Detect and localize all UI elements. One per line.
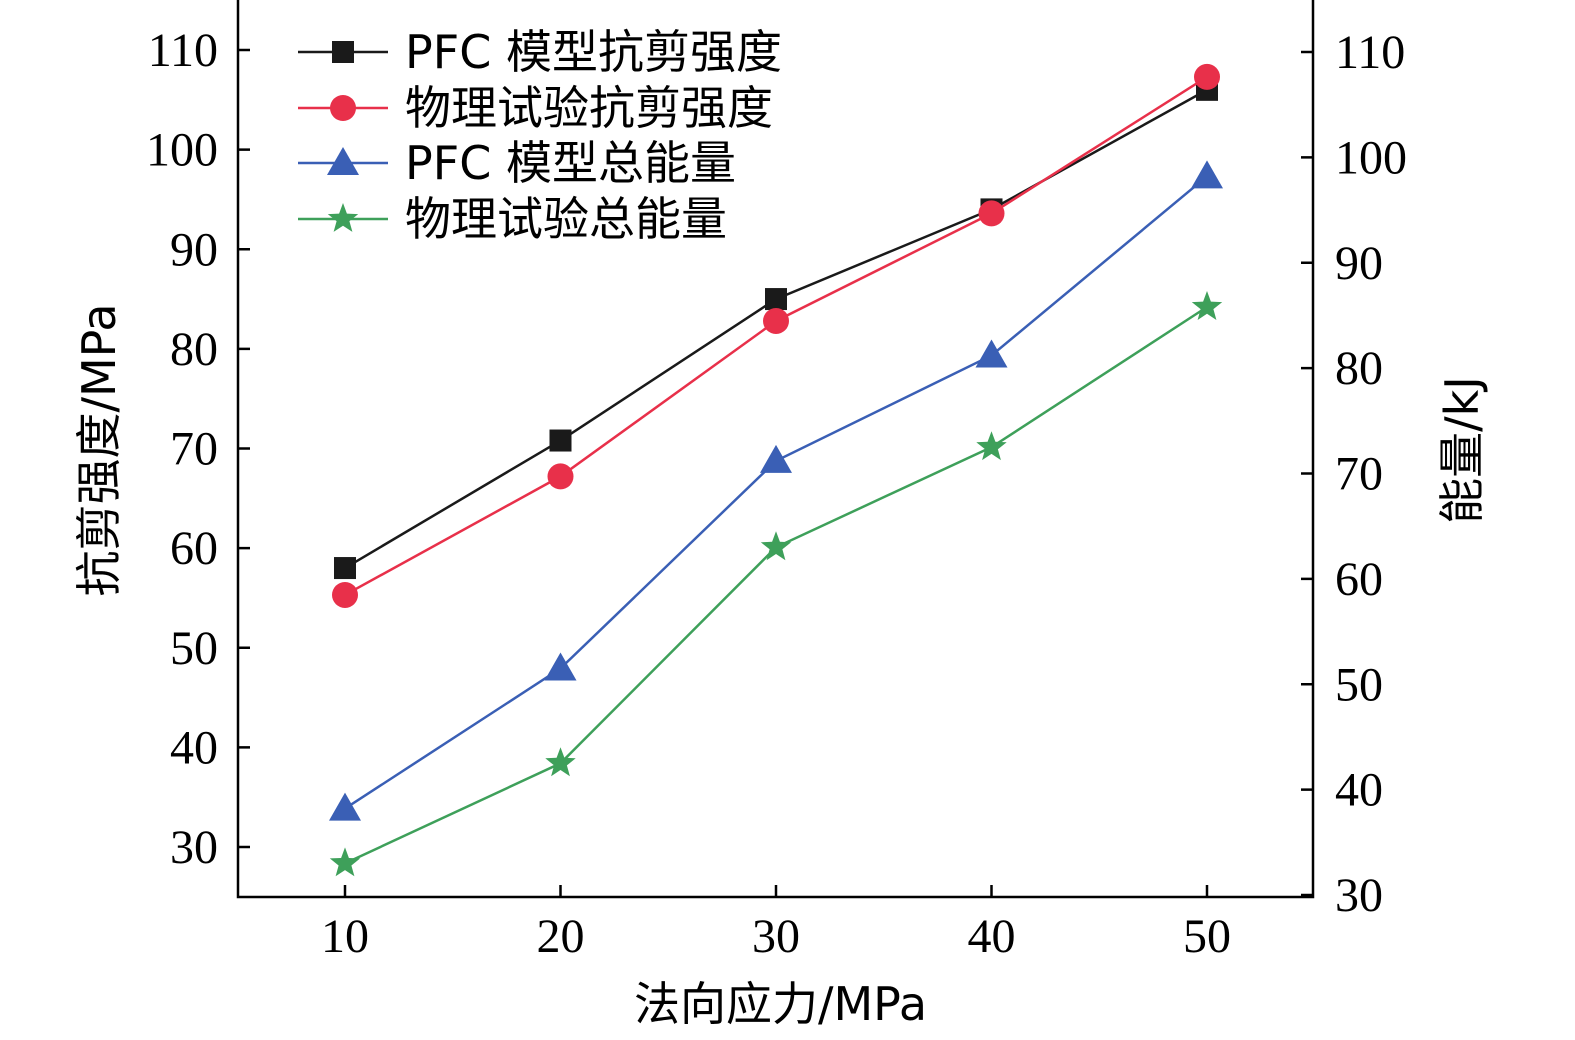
legend-marker (327, 203, 359, 232)
x-tick-label: 30 (752, 910, 800, 963)
legend-label: PFC 模型总能量 (405, 136, 736, 190)
data-point (763, 307, 789, 334)
right-y-axis-title: 能量/kJ (1435, 376, 1489, 524)
data-point (334, 557, 356, 580)
left-y-tick-label: 110 (148, 24, 218, 77)
data-point (760, 444, 792, 473)
left-y-tick-label: 30 (170, 821, 218, 874)
left-y-tick-label: 40 (170, 721, 218, 774)
data-point (544, 652, 577, 681)
legend-label: 物理试验总能量 (405, 192, 727, 246)
axes: 10 20 30 40 50 30 40 50 60 70 80 90 100 110 30 40 50 60 70… (146, 0, 1407, 963)
legend-marker (330, 95, 356, 121)
series-4 (329, 291, 1223, 877)
series-layer (329, 63, 1223, 877)
legend-item-3: PFC 模型总能量 (298, 136, 736, 190)
data-point (332, 581, 358, 608)
data-point (765, 288, 787, 311)
data-point (547, 463, 574, 490)
x-tick-label: 40 (968, 910, 1016, 963)
legend-item-1: PFC 模型抗剪强度 (298, 25, 782, 79)
series-2 (332, 63, 1220, 608)
data-point (760, 531, 792, 561)
series-line (344, 305, 1208, 865)
right-y-tick-label: 80 (1335, 342, 1383, 395)
right-y-tick-label: 110 (1335, 26, 1405, 79)
legend-marker (327, 147, 359, 175)
left-y-tick-label: 80 (170, 323, 218, 376)
left-y-tick-label: 60 (170, 522, 218, 575)
right-y-tick-label: 60 (1335, 553, 1383, 606)
left-y-axis-title: 抗剪强度/MPa (72, 303, 126, 596)
left-y-tick-label: 50 (170, 622, 218, 675)
data-point (545, 747, 576, 777)
data-point (1194, 63, 1220, 90)
x-tick-label: 10 (321, 910, 369, 963)
data-point (978, 200, 1005, 227)
legend-label: PFC 模型抗剪强度 (405, 25, 782, 79)
legend-item-2: 物理试验抗剪强度 (298, 81, 773, 135)
left-y-tick-label: 90 (170, 223, 218, 276)
right-y-tick-label: 70 (1335, 448, 1383, 501)
data-point (549, 429, 572, 452)
data-point (1191, 160, 1223, 189)
legend-label: 物理试验抗剪强度 (405, 81, 773, 135)
data-point (329, 847, 361, 877)
left-y-tick-label: 70 (170, 423, 218, 476)
x-axis-title: 法向应力/MPa (634, 977, 927, 1031)
x-tick-label: 20 (537, 910, 585, 963)
right-y-tick-label: 40 (1335, 764, 1383, 817)
right-y-tick-label: 30 (1335, 869, 1383, 922)
data-point (975, 339, 1008, 368)
right-y-tick-label: 100 (1335, 131, 1407, 184)
legend-item-4: 物理试验总能量 (298, 192, 727, 246)
right-y-tick-label: 90 (1335, 237, 1383, 290)
legend-marker (332, 41, 354, 63)
x-tick-label: 50 (1183, 910, 1231, 963)
right-y-tick-label: 50 (1335, 658, 1383, 711)
data-point (1191, 291, 1223, 320)
series-3 (329, 160, 1223, 821)
data-point (329, 792, 361, 821)
data-point (976, 431, 1007, 461)
left-y-tick-label: 100 (146, 124, 218, 177)
